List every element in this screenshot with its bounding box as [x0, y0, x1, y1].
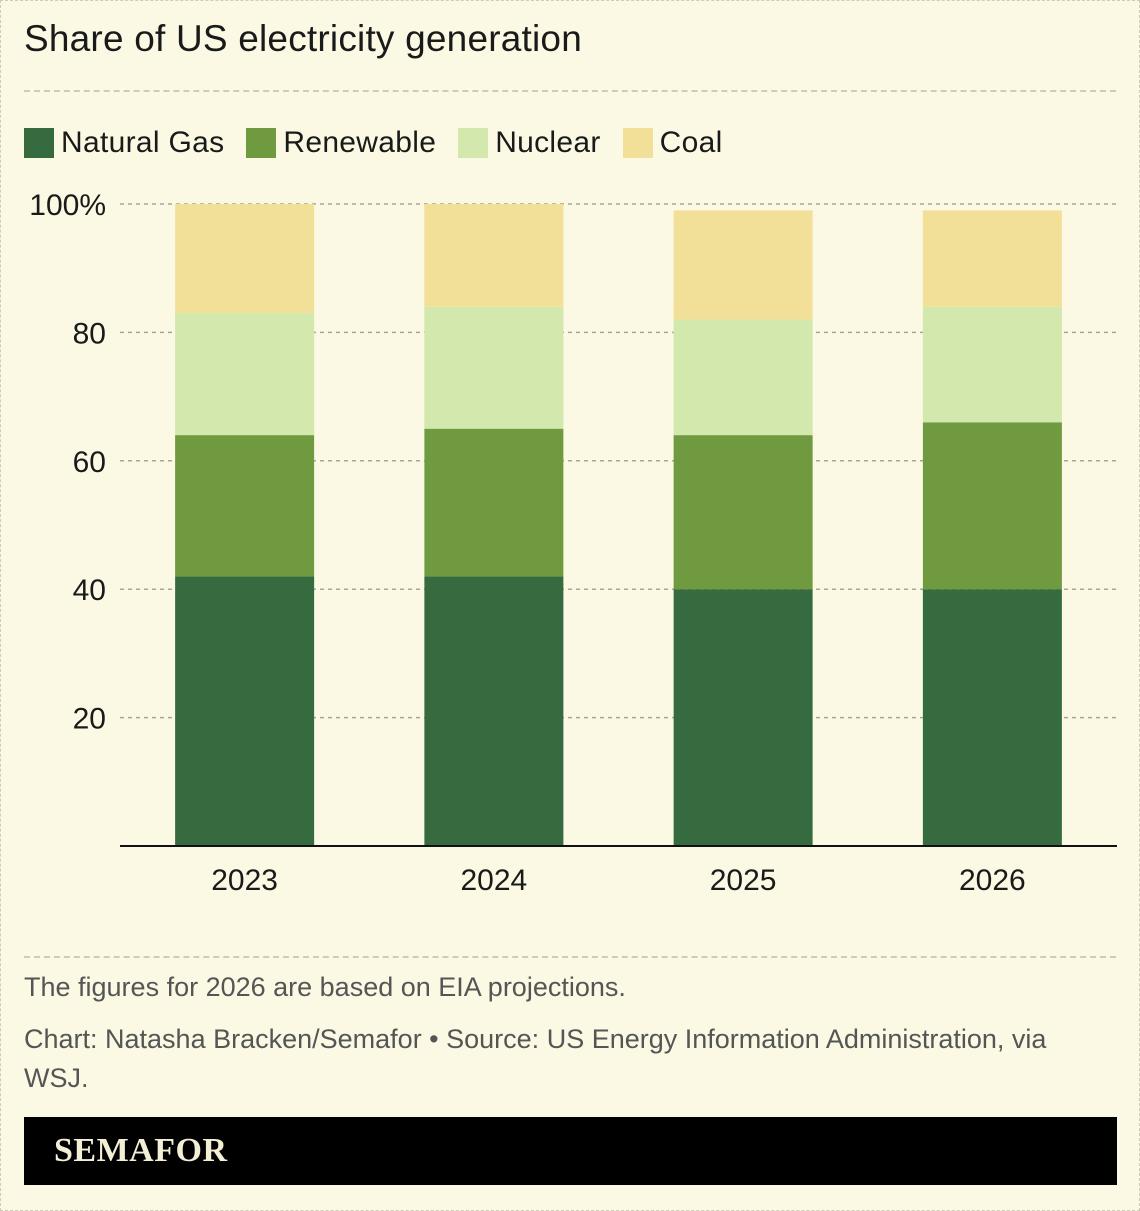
legend-item-renewable: Renewable: [246, 126, 436, 160]
y-tick-label-80: 80: [73, 317, 106, 350]
bar-nuclear-2025: [673, 319, 813, 436]
legend-label-coal: Coal: [659, 126, 723, 159]
y-tick-label-60: 60: [73, 446, 106, 479]
x-tick-label-2026: 2026: [959, 864, 1026, 897]
legend-swatch-nuclear: [458, 128, 489, 158]
bar-renewable-2026: [922, 422, 1062, 590]
bar-nuclear-2023: [175, 313, 315, 436]
bar-coal-2025: [673, 210, 813, 320]
bar-nuclear-2026: [922, 306, 1062, 423]
bar-renewable-2025: [673, 435, 813, 590]
footnote: The figures for 2026 are based on EIA pr…: [24, 972, 626, 1002]
y-tick-label-20: 20: [73, 703, 106, 736]
bar-coal-2023: [175, 204, 315, 314]
x-tick-label-2023: 2023: [211, 864, 278, 897]
bar-coal-2024: [424, 204, 564, 307]
x-tick-label-2024: 2024: [461, 864, 528, 897]
title-divider: [24, 90, 1116, 92]
y-tick-label-40: 40: [73, 574, 106, 607]
bar-coal-2026: [922, 210, 1062, 307]
source-credit: Chart: Natasha Bracken/Semafor • Source:…: [24, 1024, 1047, 1093]
footnote-divider: [24, 956, 1116, 958]
bar-renewable-2023: [175, 435, 315, 577]
stacked-bar-chart: 20 40 60 80 100% 2023 2024 2025 2026: [29, 189, 1117, 897]
legend-item-natural-gas: Natural Gas: [24, 126, 224, 160]
legend-swatch-renewable: [246, 128, 277, 158]
legend-label-nuclear: Nuclear: [495, 126, 601, 159]
legend: Natural Gas Renewable Nuclear Coal: [24, 126, 745, 160]
legend-swatch-natural-gas: [24, 128, 54, 158]
chart-title: Share of US electricity generation: [24, 18, 582, 59]
legend-swatch-coal: [622, 128, 653, 158]
bar-renewable-2024: [424, 428, 564, 577]
x-tick-label-2025: 2025: [710, 864, 777, 897]
bar-natural-gas-2024: [424, 576, 564, 846]
bar-natural-gas-2026: [922, 589, 1062, 846]
legend-item-coal: Coal: [622, 126, 723, 160]
footer-bar: SEMAFOR: [24, 1117, 1117, 1185]
legend-label-renewable: Renewable: [283, 126, 437, 159]
bar-natural-gas-2025: [673, 589, 813, 846]
legend-item-nuclear: Nuclear: [458, 126, 600, 160]
brand-logo: SEMAFOR: [54, 1132, 228, 1169]
bar-nuclear-2024: [424, 306, 564, 429]
y-tick-label-100: 100%: [29, 189, 106, 222]
legend-label-natural-gas: Natural Gas: [61, 126, 225, 159]
bar-natural-gas-2023: [175, 576, 315, 846]
